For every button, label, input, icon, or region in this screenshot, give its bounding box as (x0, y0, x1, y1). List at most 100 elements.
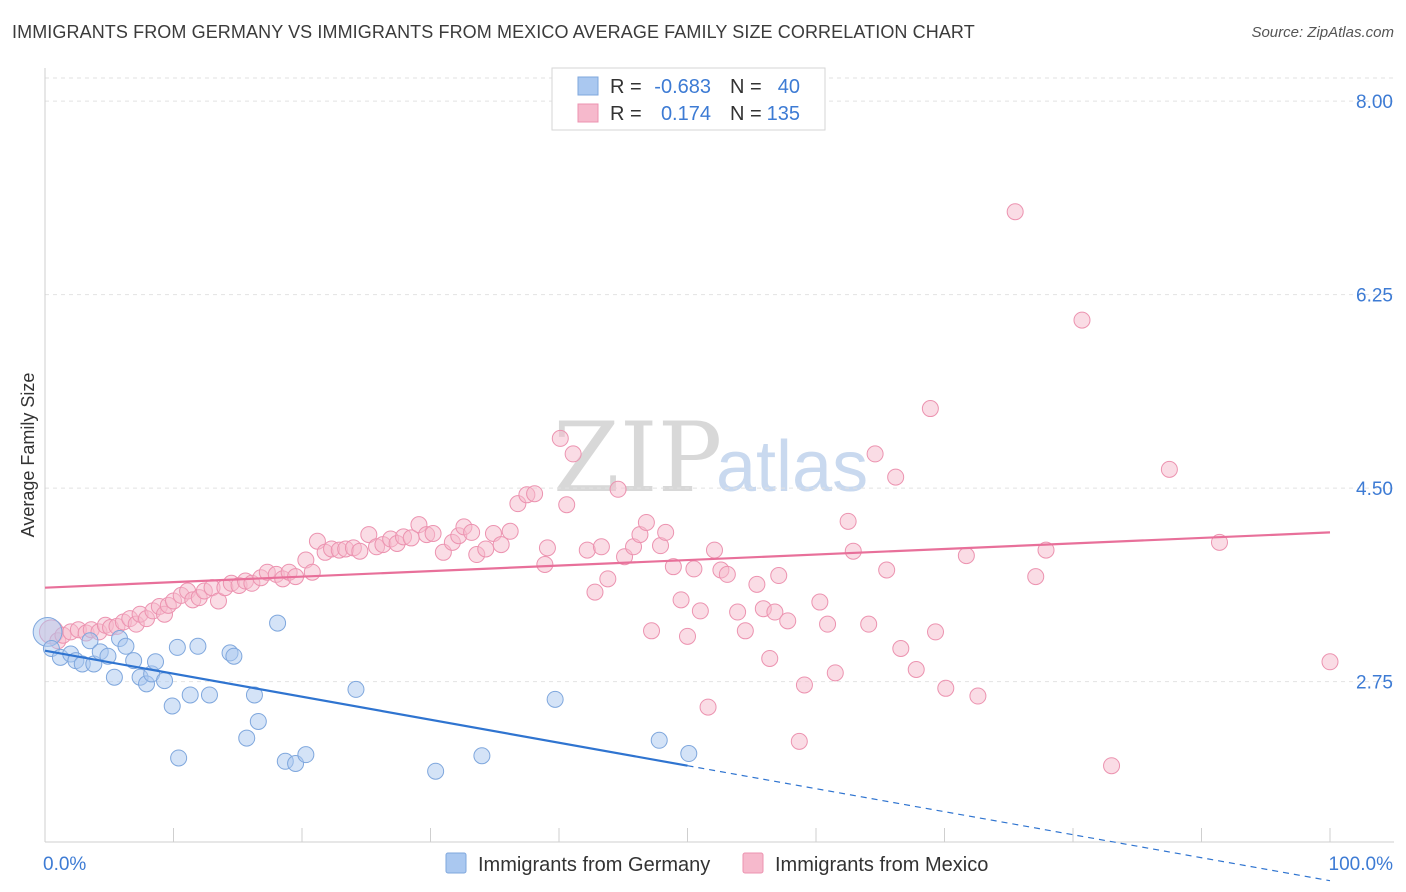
mexico-point (839, 512, 857, 530)
mexico-point (761, 649, 779, 667)
mexico-legend-swatch (742, 852, 764, 874)
mexico-point (699, 698, 717, 716)
trend-lines (44, 531, 1331, 882)
mexico-point (424, 525, 442, 543)
germany-point (189, 637, 207, 655)
mexico-point (795, 676, 813, 694)
mexico-point (937, 679, 955, 697)
legend-mexico-swatch (577, 103, 599, 123)
mexico-point (811, 593, 829, 611)
mexico-point (463, 523, 481, 541)
mexico-point (969, 687, 987, 705)
mexico-point (748, 575, 766, 593)
germany-point (163, 697, 181, 715)
correlation-legend: R = -0.683 N = 40 R = 0.174 N = 135 (551, 67, 826, 131)
germany-point (238, 729, 256, 747)
mexico-point (844, 542, 862, 560)
germany-point (347, 680, 365, 698)
germany-point (680, 745, 698, 763)
mexico-point (826, 664, 844, 682)
germany-point (249, 712, 267, 730)
mexico-point (921, 400, 939, 418)
x-axis-ticks (44, 828, 1331, 842)
source-label: Source: ZipAtlas.com (1251, 24, 1394, 41)
mexico-point (1073, 311, 1091, 329)
y-tick-label: 4.50 (1356, 479, 1393, 500)
mexico-point (1027, 568, 1045, 586)
legend-germany-swatch (577, 76, 599, 96)
germany-point (473, 747, 491, 765)
legend-germany-n-value: 40 (778, 76, 800, 98)
legend-mexico-n-label: N = (730, 103, 762, 125)
legend-mexico-r-value: 0.174 (661, 103, 711, 125)
germany-point (650, 731, 668, 749)
x-tick-label-max: 100.0% (1329, 854, 1394, 875)
germany-point (245, 686, 263, 704)
mexico-point (718, 565, 736, 583)
chart-title: IMMIGRANTS FROM GERMANY VS IMMIGRANTS FR… (12, 22, 975, 42)
watermark-zip: ZIP (553, 402, 722, 514)
germany-point (81, 632, 99, 650)
mexico-legend-label: Immigrants from Mexico (775, 854, 988, 876)
legend-germany-r-label: R = (610, 76, 642, 98)
mexico-point (819, 615, 837, 633)
mexico-trend-line (44, 531, 1331, 589)
mexico-point (866, 445, 884, 463)
mexico-point (672, 591, 690, 609)
watermark: ZIP atlas (553, 402, 868, 514)
mexico-point (599, 570, 617, 588)
y-tick-label: 2.75 (1356, 673, 1393, 694)
germany-trend-line (44, 649, 688, 767)
mexico-point (729, 603, 747, 621)
mexico-point (1037, 541, 1055, 559)
mexico-point (657, 523, 675, 541)
watermark-atlas: atlas (716, 427, 868, 507)
germany-point (297, 746, 315, 764)
germany-point (170, 749, 188, 767)
germany-point (168, 638, 186, 656)
germany-point (269, 614, 287, 632)
mexico-point (736, 622, 754, 640)
y-axis-label: Average Family Size (18, 373, 38, 538)
mexico-point (705, 541, 723, 559)
mexico-point (887, 468, 905, 486)
mexico-point (303, 563, 321, 581)
mexico-point (351, 542, 369, 560)
mexico-point (860, 615, 878, 633)
mexico-point (551, 429, 569, 447)
germany-legend-swatch (445, 852, 467, 874)
germany-point (427, 762, 445, 780)
germany-point (225, 647, 243, 665)
mexico-point (779, 612, 797, 630)
mexico-point (578, 541, 596, 559)
mexico-point (664, 558, 682, 576)
mexico-point (592, 538, 610, 556)
mexico-point (957, 547, 975, 565)
gridlines (45, 77, 1394, 683)
mexico-point (538, 539, 556, 557)
mexico-point (558, 496, 576, 514)
mexico-point (637, 513, 655, 531)
legend-germany-n-label: N = (730, 76, 762, 98)
mexico-point (643, 622, 661, 640)
germany-point (181, 686, 199, 704)
mexico-point (586, 583, 604, 601)
mexico-point (1321, 653, 1339, 671)
y-axis-tick-labels: 2.75 4.50 6.25 8.00 (1356, 92, 1393, 694)
mexico-point (691, 602, 709, 620)
mexico-point (536, 555, 554, 573)
mexico-point (609, 480, 627, 498)
germany-point (156, 672, 174, 690)
germany-point (117, 637, 135, 655)
germany-point (546, 690, 564, 708)
mexico-point (1160, 460, 1178, 478)
x-tick-label-min: 0.0% (43, 854, 86, 875)
mexico-point (1103, 757, 1121, 775)
mexico-point (679, 627, 696, 645)
germany-legend-label: Immigrants from Germany (478, 854, 710, 876)
germany-point (105, 668, 123, 686)
x-axis-tick-labels: 0.0% 100.0% (43, 854, 1393, 875)
mexico-point (927, 623, 945, 641)
mexico-point (766, 603, 784, 621)
